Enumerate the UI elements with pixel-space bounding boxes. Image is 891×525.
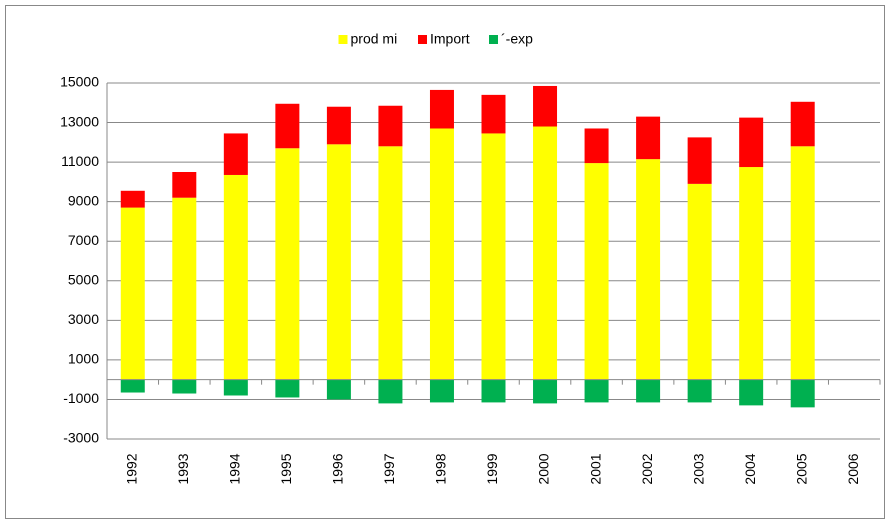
y-tick-label: -1000 <box>63 390 99 406</box>
bar <box>429 379 454 403</box>
bar <box>429 128 454 380</box>
bar <box>223 133 248 175</box>
x-tick-label: 1995 <box>278 453 294 484</box>
y-tick-label: 11000 <box>61 153 99 169</box>
bar <box>533 126 558 380</box>
bar <box>481 379 506 403</box>
y-tick-label: 3000 <box>68 311 99 327</box>
bar <box>275 103 300 149</box>
x-tick-label: 1994 <box>227 453 243 484</box>
bar <box>739 117 764 168</box>
bar <box>275 379 300 398</box>
bar <box>378 379 403 404</box>
bar <box>636 159 661 380</box>
bar <box>326 379 351 400</box>
bar <box>481 94 506 134</box>
x-tick-label: 2005 <box>793 453 809 484</box>
bar <box>687 183 712 380</box>
x-tick-label: 1997 <box>381 453 397 484</box>
bar <box>223 174 248 380</box>
y-tick-label: 1000 <box>68 351 99 367</box>
legend-label: prod mi <box>351 31 398 47</box>
x-tick-label: 1999 <box>484 453 500 484</box>
bar <box>636 379 661 403</box>
bar <box>172 379 197 394</box>
bar <box>584 379 609 403</box>
y-tick-label: 5000 <box>68 271 99 287</box>
bar <box>429 89 454 129</box>
bar <box>739 167 764 380</box>
bar <box>326 144 351 380</box>
bar <box>636 116 661 160</box>
x-tick-label: 2006 <box>845 453 861 484</box>
bar <box>533 85 558 127</box>
y-tick-label: 15000 <box>60 74 99 90</box>
y-tick-label: 13000 <box>60 113 99 129</box>
bar <box>172 172 197 198</box>
bar <box>790 379 815 408</box>
y-tick-label: 9000 <box>68 192 99 208</box>
x-tick-label: 2000 <box>536 453 552 484</box>
bar <box>739 379 764 406</box>
x-tick-label: 2004 <box>742 453 758 484</box>
x-tick-label: 2001 <box>587 453 603 484</box>
bar <box>378 105 403 147</box>
legend-swatch <box>489 35 498 44</box>
x-tick-label: 1992 <box>123 453 139 484</box>
bar <box>533 379 558 404</box>
x-tick-label: 1993 <box>175 453 191 484</box>
bar <box>790 101 815 147</box>
bar <box>120 190 145 208</box>
x-tick-label: 2003 <box>690 453 706 484</box>
legend-label: ´-exp <box>501 31 533 47</box>
bar <box>687 379 712 403</box>
bar <box>120 379 145 393</box>
x-tick-label: 1996 <box>330 453 346 484</box>
x-tick-label: 2002 <box>639 453 655 484</box>
bar <box>326 106 351 145</box>
legend-label: Import <box>430 31 470 47</box>
bar <box>223 379 248 396</box>
bar <box>584 163 609 380</box>
bar <box>275 148 300 380</box>
y-tick-label: 7000 <box>68 232 99 248</box>
bar <box>120 207 145 380</box>
bar <box>378 146 403 380</box>
y-tick-label: -3000 <box>63 430 99 446</box>
bar <box>790 146 815 380</box>
legend-swatch <box>338 35 348 44</box>
legend-swatch <box>418 35 427 44</box>
bar <box>584 128 609 164</box>
bar <box>687 137 712 184</box>
x-tick-label: 1998 <box>433 453 449 484</box>
bar <box>172 197 197 380</box>
bar <box>481 133 506 380</box>
